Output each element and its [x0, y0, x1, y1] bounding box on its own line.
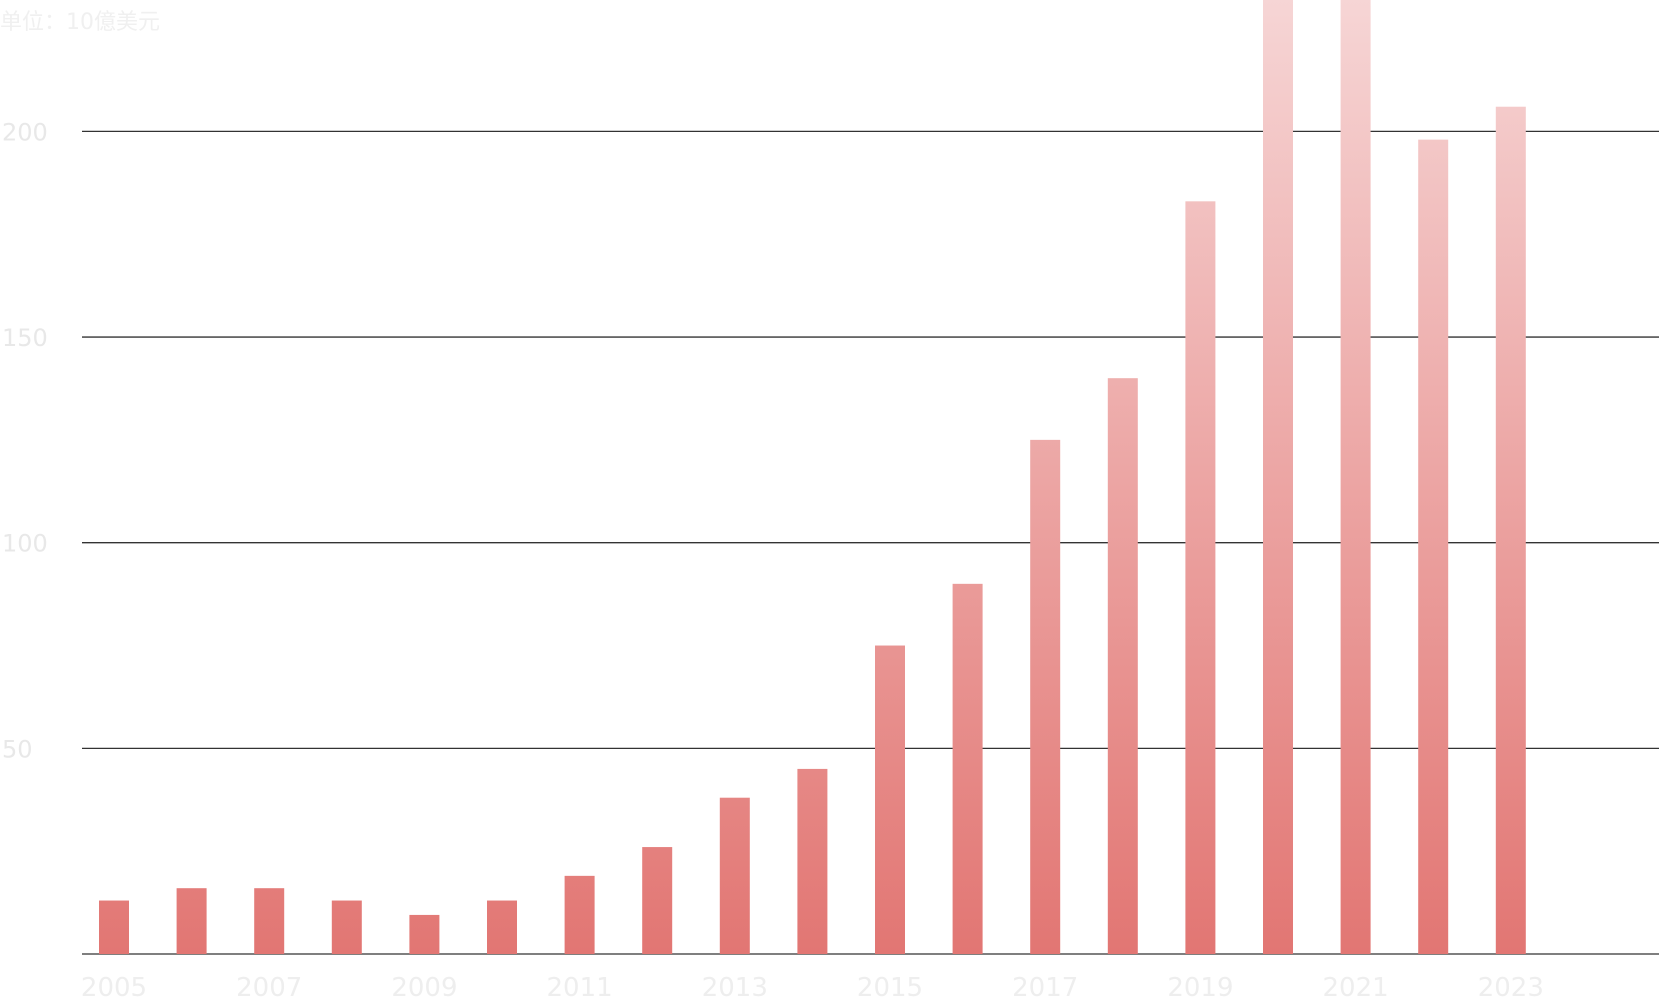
x-tick-label-2013: 2013 — [702, 973, 768, 1003]
bar-2021 — [1340, 0, 1371, 954]
bar-2012 — [642, 847, 673, 954]
y-tick-label-50: 50 — [2, 735, 33, 763]
bar-2008 — [331, 900, 362, 954]
y-tick-label-100: 100 — [2, 530, 48, 558]
bar-2011 — [564, 875, 595, 954]
bar-2009 — [409, 914, 440, 954]
bar-2023 — [1495, 106, 1526, 955]
bar-2010 — [487, 900, 517, 954]
y-tick-label-200: 200 — [2, 118, 48, 146]
bars — [99, 0, 1526, 955]
bar-2005 — [99, 900, 129, 954]
bar-2020 — [1263, 0, 1293, 954]
bar-2015 — [875, 645, 905, 954]
bar-2018 — [1107, 378, 1138, 954]
bar-2006 — [176, 888, 207, 954]
x-tick-label-2023: 2023 — [1478, 973, 1544, 1003]
x-axis-ticks: 2005 2007 2009 2011 2013 2015 2017 2019 2021 2023 — [81, 973, 1544, 1003]
bar-2007 — [254, 888, 285, 954]
x-tick-label-2007: 2007 — [236, 973, 302, 1003]
y-axis-ticks: 50 100 150 200 — [2, 118, 48, 763]
x-tick-label-2021: 2021 — [1323, 973, 1389, 1003]
x-tick-label-2009: 2009 — [391, 973, 457, 1003]
bar-2022 — [1418, 139, 1449, 955]
unit-label: 单位：10億美元 — [0, 10, 160, 35]
x-tick-label-2017: 2017 — [1012, 973, 1078, 1003]
x-tick-label-2019: 2019 — [1167, 973, 1233, 1003]
x-tick-label-2015: 2015 — [857, 973, 923, 1003]
bar-2014 — [797, 768, 828, 954]
bar-2013 — [719, 797, 750, 954]
x-tick-label-2005: 2005 — [81, 973, 147, 1003]
bar-2019 — [1185, 201, 1216, 955]
bar-2016 — [952, 583, 983, 954]
bar-2017 — [1030, 439, 1061, 954]
x-tick-label-2011: 2011 — [547, 973, 613, 1003]
y-tick-label-150: 150 — [2, 324, 48, 352]
